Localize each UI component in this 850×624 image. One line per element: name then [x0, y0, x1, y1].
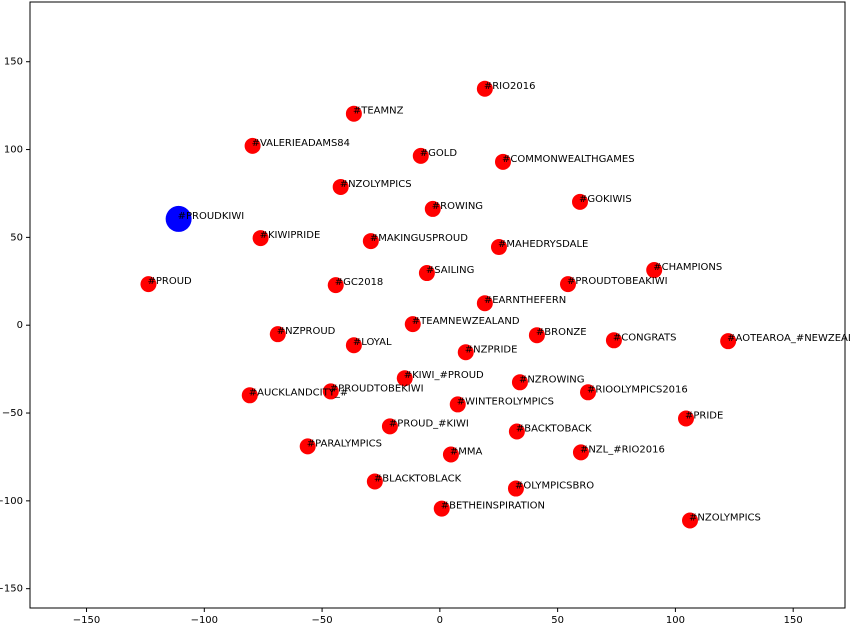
point-label: #AUCKLANDCITY_# — [249, 387, 348, 398]
point — [140, 276, 157, 293]
point — [327, 277, 344, 294]
point-label: #NZOLYMPICS — [340, 179, 412, 190]
point — [572, 193, 589, 210]
x-tick-label: −150 — [73, 615, 100, 624]
x-tick-label: 100 — [666, 615, 685, 624]
point — [494, 153, 511, 170]
point — [476, 80, 493, 97]
point-label: #WINTEROLYMPICS — [457, 396, 554, 407]
point-label: #CHAMPIONS — [653, 262, 722, 273]
point — [366, 473, 383, 490]
point — [449, 396, 466, 413]
point — [381, 418, 398, 435]
point-label: #PROUD — [147, 276, 192, 287]
point — [476, 295, 493, 312]
point — [720, 333, 737, 350]
point-label: #NZL_#RIO2016 — [580, 444, 665, 455]
point-label: #BRONZE — [536, 327, 587, 338]
y-tick-label: 150 — [4, 57, 23, 68]
point — [424, 200, 441, 217]
point-label: #LOYAL — [353, 337, 392, 348]
y-tick-label: 50 — [10, 232, 23, 243]
point-label: #KIWIPRIDE — [260, 230, 321, 241]
point-label: #GOLD — [420, 148, 458, 159]
point — [244, 137, 261, 154]
point — [241, 387, 258, 404]
point — [269, 326, 286, 343]
point — [572, 444, 589, 461]
point — [345, 105, 362, 122]
point — [165, 205, 192, 232]
point — [404, 316, 421, 333]
point — [457, 344, 474, 361]
point-label: #ROWING — [432, 201, 483, 212]
point — [511, 374, 528, 391]
point-label: #KIWI_#PROUD — [404, 370, 484, 381]
point-label: #EARNTHEFERN — [484, 295, 566, 306]
point-label: #PROUDKIWI — [178, 211, 245, 222]
point-label: #PROUDTOBEAKIWI — [567, 276, 668, 287]
x-tick-label: −50 — [312, 615, 333, 624]
point-label: #CONGRATS — [613, 332, 677, 343]
point-label: #NZPROUD — [277, 326, 336, 337]
point — [605, 332, 622, 349]
point — [433, 500, 450, 517]
point-label: #PROUDTOBEKIWI — [330, 383, 424, 394]
point — [332, 178, 349, 195]
point-label: #GOKIWIS — [579, 194, 632, 205]
y-tick-label: 100 — [4, 145, 23, 156]
point-label: #MMA — [450, 446, 483, 457]
point — [507, 480, 524, 497]
point-label: #BETHEINSPIRATION — [441, 501, 545, 512]
y-tick-label: 0 — [17, 320, 23, 331]
point-label: #MAKINGUSPROUD — [370, 233, 468, 244]
point-label: #BACKTOBACK — [516, 423, 592, 434]
point — [508, 423, 525, 440]
point-label: #COMMONWEALTHGAMES — [502, 154, 635, 165]
point-label: #BLACKTOBLACK — [374, 474, 462, 485]
point — [412, 147, 429, 164]
point — [362, 233, 379, 250]
point-label: #TEAMNZ — [353, 106, 404, 117]
point — [682, 512, 699, 529]
point-label: #NZOLYMPICS — [689, 513, 761, 524]
point-label: #GC2018 — [335, 277, 384, 288]
y-tick-label: −150 — [0, 584, 23, 595]
point — [559, 276, 576, 293]
x-tick-label: 50 — [551, 615, 564, 624]
point-label: #SAILING — [426, 265, 474, 276]
y-tick-label: −100 — [0, 496, 23, 507]
x-tick-label: 0 — [437, 615, 443, 624]
point — [442, 446, 459, 463]
x-tick-label: 150 — [784, 615, 803, 624]
point-label: #MAHEDRYSDALE — [498, 239, 588, 250]
x-tick-label: −100 — [191, 615, 218, 624]
point-label: #NZPRIDE — [465, 344, 518, 355]
point-label: #RIOOLYMPICS2016 — [587, 384, 688, 395]
point-label: #OLYMPICSBRO — [515, 481, 594, 492]
point-label: #NZROWING — [519, 374, 585, 385]
point — [678, 410, 695, 427]
point — [580, 384, 597, 401]
point — [252, 230, 269, 247]
point — [528, 327, 545, 344]
y-tick-label: −50 — [2, 408, 23, 419]
point — [396, 370, 413, 387]
point-label: #PRIDE — [685, 410, 723, 421]
point — [322, 383, 339, 400]
point-label: #PARALYMPICS — [307, 438, 382, 449]
point-label: #TEAMNEWZEALAND — [412, 316, 520, 327]
point — [299, 438, 316, 455]
point-label: #RIO2016 — [484, 81, 536, 92]
point — [646, 262, 663, 279]
point-label: #PROUD_#KIWI — [389, 418, 469, 429]
point — [345, 337, 362, 354]
point-label: #AOTEAROA_#NEWZEALAND — [727, 333, 850, 344]
point — [490, 239, 507, 256]
point-label: #VALERIEADAMS84 — [252, 138, 350, 149]
point — [418, 265, 435, 282]
plot-frame — [29, 1, 846, 609]
